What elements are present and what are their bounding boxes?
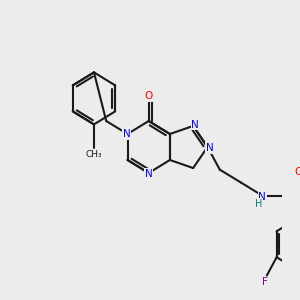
Text: N: N (123, 129, 130, 139)
Text: H: H (255, 199, 262, 208)
Text: O: O (145, 91, 153, 101)
Text: N: N (145, 169, 153, 179)
Text: N: N (259, 192, 266, 202)
Text: N: N (191, 120, 199, 130)
Text: F: F (262, 278, 268, 287)
Text: N: N (206, 143, 213, 153)
Text: CH₃: CH₃ (86, 150, 102, 159)
Text: O: O (295, 167, 300, 177)
